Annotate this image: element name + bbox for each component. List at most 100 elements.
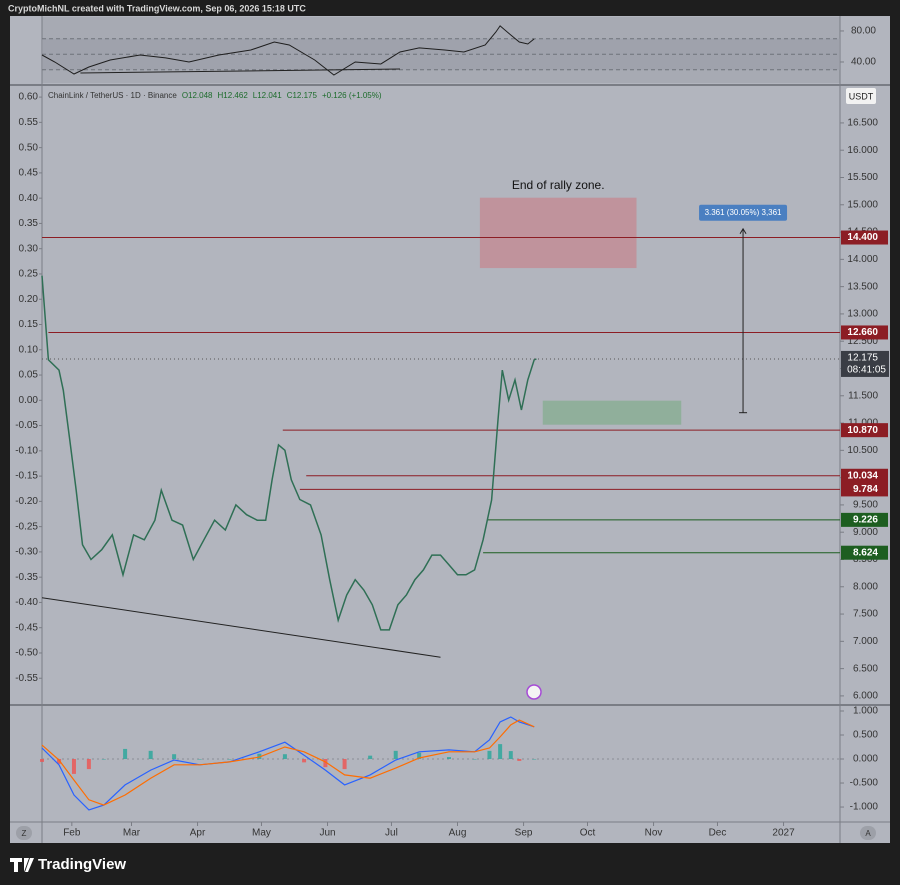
x-tick-label: Dec	[709, 828, 727, 839]
x-tick-label: May	[252, 828, 271, 839]
trendline	[41, 597, 441, 658]
ohlc-value: H12.462	[218, 91, 249, 100]
y2-tick-label: -0.10	[15, 445, 38, 456]
histogram-bar	[71, 759, 76, 774]
histogram-bar	[172, 754, 177, 760]
y-tick-label: 8.000	[853, 581, 878, 592]
y2-tick-label: 0.30	[19, 243, 39, 254]
macd-line	[41, 719, 535, 806]
y2-tick-label: 0.40	[19, 193, 39, 204]
measure-label: 3.361 (30.05%) 3,361	[705, 208, 782, 217]
level-label-box	[841, 482, 888, 497]
zone-label: End of rally zone.	[512, 178, 605, 192]
last-price-box	[841, 350, 889, 377]
y2-tick-label: 0.50	[19, 142, 39, 153]
y2-tick-label: 0.35	[19, 218, 39, 229]
histogram-bar	[517, 759, 522, 761]
y-tick-label: 0.000	[853, 754, 878, 765]
ohlc-value: +0.126 (+1.05%)	[322, 91, 382, 100]
y-tick-label: 40.00	[851, 57, 876, 68]
y2-tick-label: -0.45	[15, 622, 38, 633]
histogram-bar	[197, 759, 202, 760]
y-tick-label: 15.500	[847, 172, 878, 183]
x-tick-label: Apr	[190, 828, 206, 839]
histogram-bar	[508, 751, 513, 760]
histogram-bar	[123, 748, 128, 760]
level-label: 9.784	[853, 484, 878, 495]
histogram-bar	[148, 750, 153, 760]
histogram-bar	[323, 759, 328, 768]
histogram-bar	[101, 759, 106, 760]
y-tick-label: 14.000	[847, 254, 878, 265]
last-price-label: 12.175	[847, 353, 878, 364]
x-tick-label: Jun	[319, 828, 335, 839]
footer-brand: TradingView	[38, 856, 126, 873]
logo-mark	[10, 858, 34, 872]
histogram-bar	[57, 759, 62, 764]
measure-box	[699, 204, 788, 221]
y-tick-label: -1.000	[850, 802, 879, 813]
histogram-bar	[498, 744, 503, 760]
x-tick-label: Jul	[385, 828, 398, 839]
y-tick-label: 12.500	[847, 336, 878, 347]
level-label-box	[841, 325, 888, 340]
level-label-box	[841, 423, 888, 438]
button[interactable]	[860, 826, 876, 840]
level-label: 8.624	[853, 547, 878, 558]
y2-tick-label: -0.35	[15, 572, 38, 583]
button-label[interactable]: A	[865, 829, 871, 838]
y2-tick-label: 0.20	[19, 294, 39, 305]
level-label: 10.034	[847, 470, 878, 481]
y-tick-label: 16.500	[847, 118, 878, 129]
x-tick-label: 2027	[772, 828, 795, 839]
ohlc-value: L12.041	[253, 91, 282, 100]
histogram-bar	[257, 753, 262, 760]
y2-tick-label: 0.25	[19, 269, 39, 280]
button-label[interactable]: Z	[22, 829, 27, 838]
currency: USDT	[849, 91, 874, 101]
y2-tick-label: -0.50	[15, 648, 38, 659]
y-tick-label: 7.500	[853, 609, 878, 620]
histogram-bar	[342, 759, 347, 770]
legend: ChainLink / TetherUS · 1D · Binance O12.0…	[48, 91, 382, 100]
y2-tick-label: -0.30	[15, 547, 38, 558]
x-tick-label: Nov	[645, 828, 663, 839]
header-text: CryptoMichNL created with TradingView.co…	[8, 3, 306, 13]
y2-tick-label: -0.25	[15, 521, 38, 532]
chart-background	[10, 16, 890, 843]
x-tick-label: Sep	[515, 828, 533, 839]
y2-tick-label: 0.15	[19, 319, 39, 330]
y-tick-label: 9.000	[853, 527, 878, 538]
y-tick-label: 6.000	[853, 691, 878, 702]
measure-head	[739, 227, 747, 235]
histogram-bar	[472, 759, 477, 760]
histogram-bar	[282, 754, 287, 760]
ohlc-value: C12.175	[287, 91, 318, 100]
y-tick-label: 0.500	[853, 730, 878, 741]
y-tick-label: 13.000	[847, 309, 878, 320]
histogram-bar	[446, 757, 451, 760]
symbol: ChainLink / TetherUS · 1D · Binance	[48, 91, 177, 100]
y-tick-label: 11.500	[848, 390, 878, 401]
zone	[542, 400, 682, 425]
event-icon[interactable]	[526, 684, 542, 700]
y-tick-label: 1.000	[853, 706, 878, 717]
histogram-bar	[487, 750, 492, 760]
y2-tick-label: -0.20	[15, 496, 38, 507]
histogram-bar	[302, 759, 307, 763]
y-tick-label: 16.000	[847, 145, 878, 156]
button[interactable]	[16, 826, 32, 840]
histogram-bar	[417, 752, 422, 760]
level-label-box	[841, 512, 888, 527]
y-tick-label: 13.500	[847, 281, 878, 292]
histogram-bar	[393, 750, 398, 760]
histogram-bar	[532, 759, 537, 760]
y2-tick-label: -0.55	[15, 673, 38, 684]
level-label: 12.660	[847, 327, 878, 338]
histogram-bar	[368, 755, 373, 760]
y-tick-label: 6.500	[853, 663, 878, 674]
level-label: 9.226	[853, 515, 878, 526]
level-label: 14.400	[847, 232, 878, 243]
y-tick-label: 7.000	[853, 636, 878, 647]
